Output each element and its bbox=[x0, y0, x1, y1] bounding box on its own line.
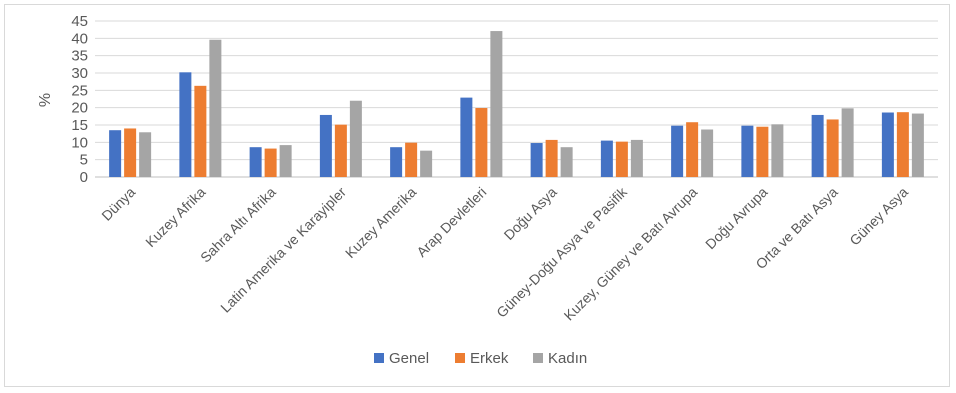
x-tick-label: Arap Devletleri bbox=[413, 184, 489, 260]
bar-kadın bbox=[911, 113, 924, 177]
bar-genel bbox=[460, 97, 473, 177]
bar-genel bbox=[600, 140, 613, 177]
bar-kadın bbox=[349, 100, 362, 177]
y-tick-label: 5 bbox=[80, 152, 88, 169]
y-tick-label: 20 bbox=[71, 100, 88, 117]
bar-genel bbox=[319, 114, 332, 177]
bar-erkek bbox=[475, 108, 488, 177]
bars bbox=[109, 31, 924, 178]
legend-swatch-genel bbox=[374, 353, 384, 363]
bar-kadın bbox=[279, 145, 292, 177]
bar-erkek bbox=[756, 126, 769, 177]
bar-kadın bbox=[420, 150, 433, 177]
bar-erkek bbox=[826, 119, 839, 177]
legend-swatch-erkek bbox=[455, 353, 465, 363]
bar-erkek bbox=[896, 112, 909, 177]
x-tick-label: Doğu Avrupa bbox=[702, 184, 771, 253]
y-tick-label: 10 bbox=[71, 134, 88, 151]
bar-erkek bbox=[264, 148, 277, 177]
y-tick-label: 45 bbox=[71, 13, 88, 30]
legend-label: Erkek bbox=[470, 350, 509, 367]
bar-erkek bbox=[194, 85, 207, 177]
x-tick-label: Sahra Altı Afrika bbox=[197, 184, 279, 266]
legend-label: Genel bbox=[389, 350, 429, 367]
bar-erkek bbox=[124, 128, 137, 177]
bar-kadın bbox=[841, 108, 854, 177]
bar-genel bbox=[811, 114, 824, 177]
chart-frame bbox=[4, 4, 950, 387]
bar-genel bbox=[741, 125, 754, 177]
x-tick-label: Kuzey, Güney ve Batı Avrupa bbox=[561, 184, 701, 324]
y-tick-label: 0 bbox=[80, 169, 88, 186]
x-tick-label: Güney-Doğu Asya ve Pasifik bbox=[493, 183, 630, 320]
bar-genel bbox=[249, 147, 262, 177]
x-tick-label: Kuzey Afrika bbox=[142, 184, 208, 250]
gridlines bbox=[95, 20, 938, 178]
bar-kadın bbox=[701, 129, 714, 177]
y-tick-label: 25 bbox=[71, 82, 88, 99]
bar-genel bbox=[881, 112, 894, 177]
bar-erkek bbox=[334, 124, 347, 177]
bar-kadın bbox=[630, 139, 643, 177]
bar-kadın bbox=[490, 31, 503, 178]
bar-erkek bbox=[545, 139, 558, 177]
legend: Genel Erkek Kadın bbox=[374, 350, 587, 367]
x-tick-label: Latin Amerika ve Karayipler bbox=[217, 184, 349, 316]
bar-genel bbox=[530, 143, 543, 177]
bar-erkek bbox=[686, 122, 699, 177]
x-tick-label: Doğu Asya bbox=[501, 184, 560, 243]
y-tick-label: 40 bbox=[71, 30, 88, 47]
y-tick-label: 15 bbox=[71, 117, 88, 134]
x-tick-label: Güney Asya bbox=[846, 184, 911, 249]
bar-genel bbox=[109, 130, 122, 177]
bar-kadın bbox=[139, 132, 152, 177]
bar-kadın bbox=[209, 39, 222, 177]
bar-erkek bbox=[405, 142, 418, 177]
bar-genel bbox=[671, 125, 684, 177]
legend-label: Kadın bbox=[548, 350, 587, 367]
y-tick-label: 30 bbox=[71, 65, 88, 82]
bar-erkek bbox=[615, 141, 628, 177]
x-tick-label: Kuzey Amerika bbox=[342, 184, 419, 261]
x-tick-label: Dünya bbox=[98, 184, 138, 224]
bar-kadın bbox=[771, 124, 784, 177]
bar-kadın bbox=[560, 147, 573, 177]
bar-genel bbox=[390, 147, 403, 177]
bar-genel bbox=[179, 72, 192, 177]
legend-swatch-kadın bbox=[533, 353, 543, 363]
y-axis-label: % bbox=[37, 93, 54, 107]
y-tick-label: 35 bbox=[71, 48, 88, 65]
